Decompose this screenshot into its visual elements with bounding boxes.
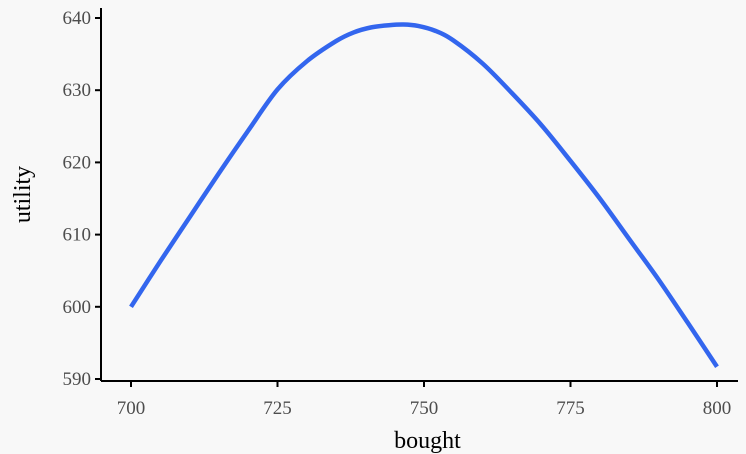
y-tick-label-630: 630	[63, 80, 92, 101]
x-tick-label-700: 700	[117, 398, 146, 419]
x-tick-label-775: 775	[556, 398, 585, 419]
x-tick-label-750: 750	[410, 398, 439, 419]
y-tick-label-600: 600	[63, 297, 92, 318]
series-line-0	[129, 22, 719, 368]
y-tick-label-640: 640	[63, 8, 92, 29]
y-tick-label-620: 620	[63, 152, 92, 173]
y-tick-label-590: 590	[63, 369, 92, 390]
series-layer	[129, 22, 719, 368]
y-tick-label-610: 610	[63, 225, 92, 246]
x-tick-label-800: 800	[703, 398, 732, 419]
y-axis-ticks: 590 600 610 620 630 640	[63, 8, 101, 390]
y-axis-title: utility	[10, 166, 36, 223]
x-axis-ticks: 700 725 750 775 800	[117, 381, 732, 419]
axes	[100, 8, 738, 382]
x-axis-title: bought	[394, 428, 461, 454]
x-tick-label-725: 725	[263, 398, 292, 419]
